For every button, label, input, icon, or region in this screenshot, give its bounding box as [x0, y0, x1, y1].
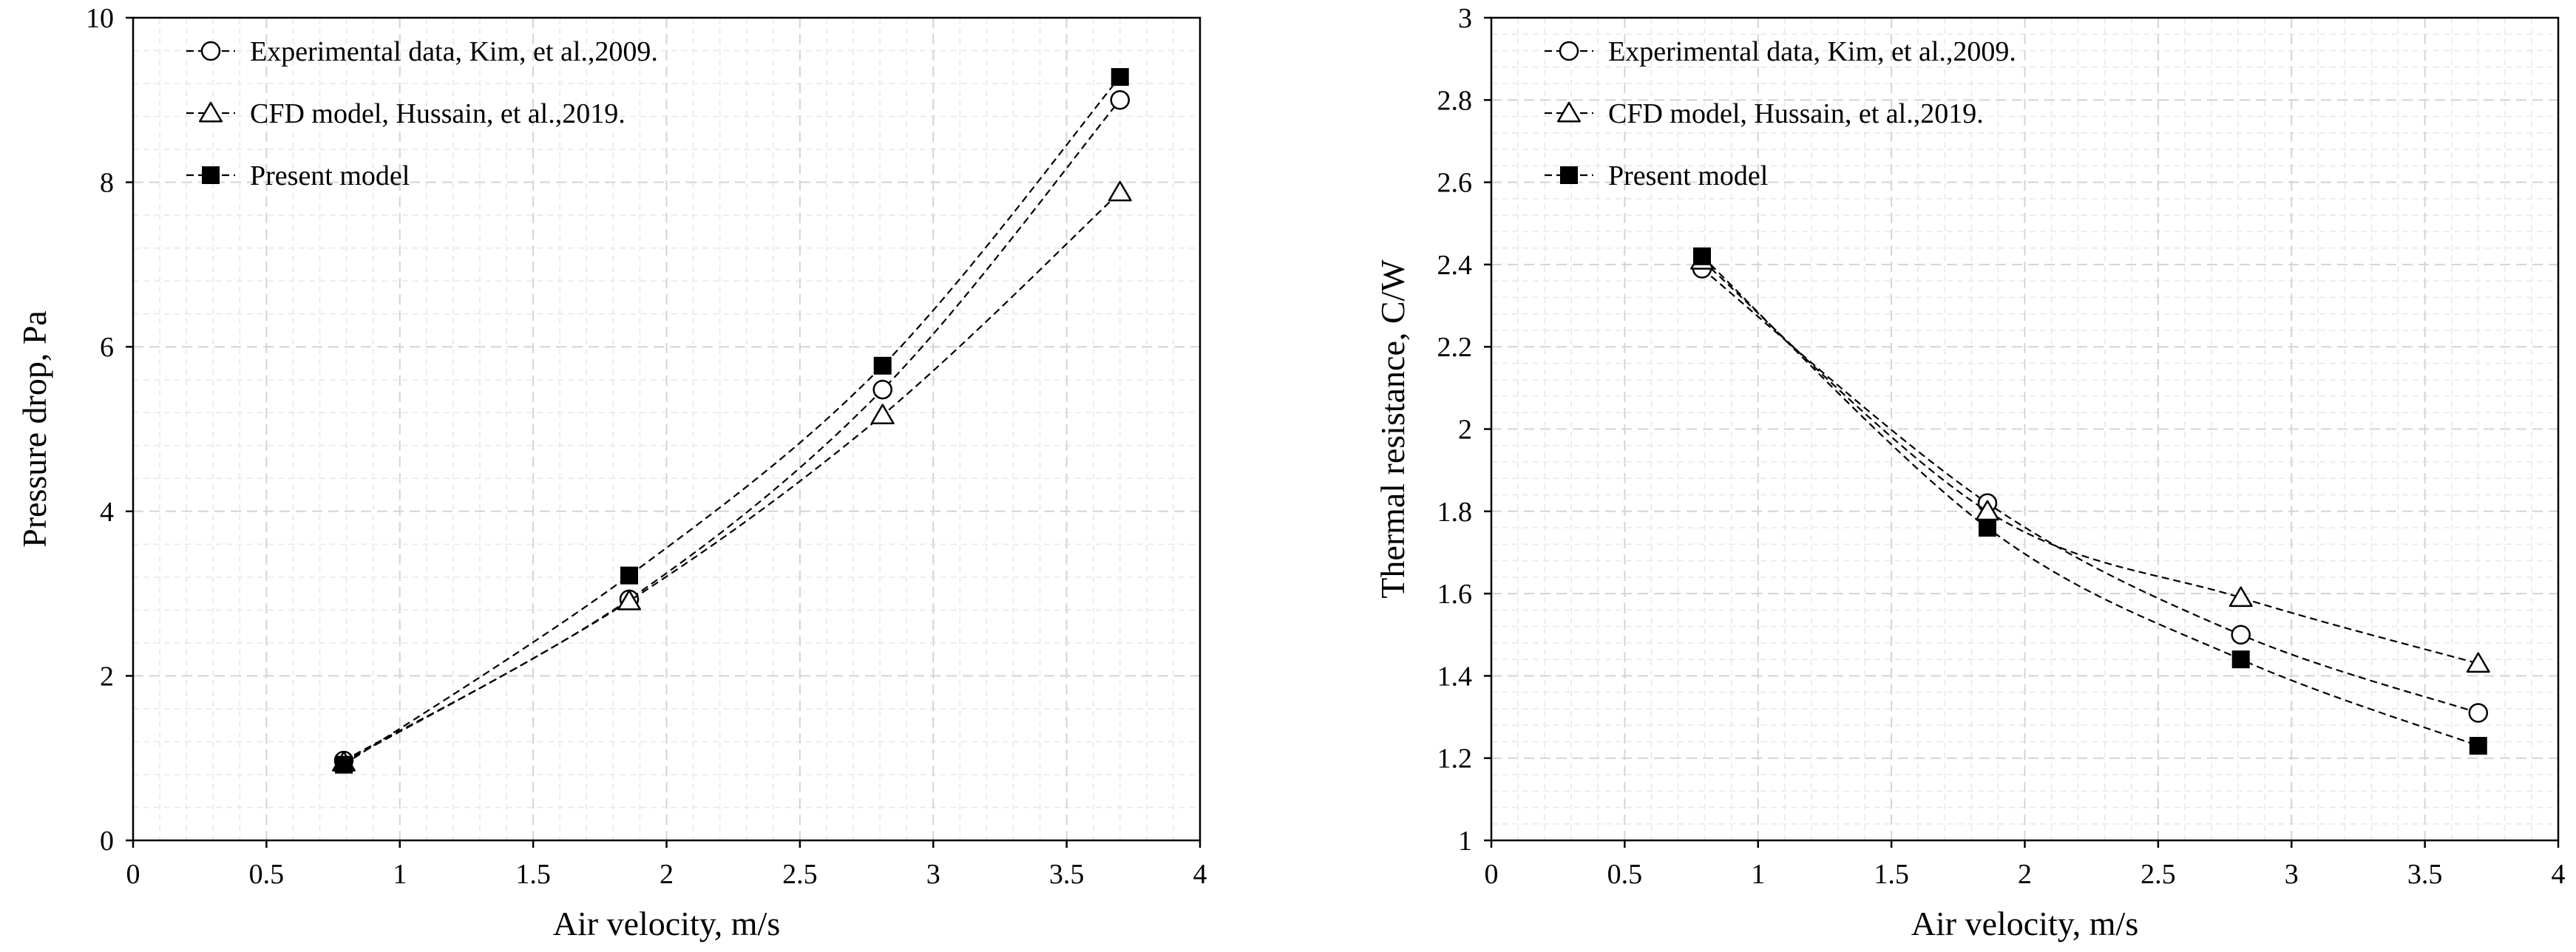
- data-point: [870, 404, 895, 425]
- x-axis-title: Air velocity, m/s: [553, 905, 780, 942]
- x-tick-label: 3.5: [2407, 859, 2443, 890]
- data-point: [620, 566, 638, 585]
- series-line: [1701, 255, 2479, 747]
- legend-label: CFD model, Hussain, et al.,2019.: [250, 98, 626, 129]
- grid: [1491, 17, 2559, 841]
- series-line: [343, 76, 1121, 766]
- series-2: [334, 68, 1129, 774]
- y-tick-label: 1.4: [1437, 661, 1473, 692]
- y-tick-label: 3: [1458, 3, 1472, 34]
- legend-label: Present model: [1608, 160, 1768, 191]
- y-tick-label: 1: [1458, 826, 1472, 857]
- data-point: [2469, 737, 2487, 755]
- y-tick-label: 2.6: [1437, 168, 1473, 199]
- legend-marker: [1557, 101, 1581, 123]
- y-tick-label: 1.2: [1437, 744, 1473, 775]
- legend-label: Experimental data, Kim, et al.,2009.: [250, 36, 658, 67]
- series-2: [1692, 247, 2487, 755]
- data-point: [1692, 247, 1711, 265]
- x-tick-label: 0.5: [1607, 859, 1643, 890]
- data-point: [2468, 703, 2489, 723]
- x-tick-label: 1.5: [1874, 859, 1909, 890]
- y-tick-label: 2.4: [1437, 250, 1473, 281]
- data-point: [617, 589, 641, 611]
- y-tick-label: 1.6: [1437, 579, 1473, 610]
- data-point: [872, 379, 892, 400]
- y-tick-label: 6: [100, 332, 114, 363]
- y-tick-label: 2.8: [1437, 85, 1473, 116]
- legend-marker: [202, 166, 220, 184]
- x-tick-label: 3: [926, 859, 940, 890]
- y-tick-label: 2.2: [1437, 332, 1473, 363]
- data-point: [873, 356, 892, 375]
- x-tick-label: 2.5: [2141, 859, 2176, 890]
- legend-label: CFD model, Hussain, et al.,2019.: [1608, 98, 1984, 129]
- x-tick-label: 4: [1193, 859, 1207, 890]
- x-axis-title: Air velocity, m/s: [1911, 905, 2138, 942]
- x-tick-label: 0: [126, 859, 140, 890]
- y-tick-label: 2: [1458, 415, 1472, 446]
- x-tick-label: 3.5: [1049, 859, 1085, 890]
- data-point: [1978, 519, 1996, 537]
- data-point: [2231, 625, 2251, 645]
- x-tick-label: 1: [1751, 859, 1765, 890]
- x-tick-label: 3: [2285, 859, 2299, 890]
- legend: Experimental data, Kim, et al.,2009. CFD …: [186, 36, 658, 191]
- pressure-drop-chart: 0 0.5 1 1.5 2 2.5 3 3.5 4 0 2 4 6 8 10 Air velocity, m/…: [16, 3, 1207, 942]
- x-tick-label: 0: [1485, 859, 1499, 890]
- x-tick-label: 2: [660, 859, 674, 890]
- y-tick-label: 10: [86, 3, 114, 34]
- y-axis-title: Thermal resistance, C/W: [1374, 259, 1411, 599]
- x-tick-label: 0.5: [249, 859, 285, 890]
- y-tick-label: 1.8: [1437, 497, 1473, 528]
- data-point: [1108, 180, 1132, 202]
- legend-marker: [1559, 41, 1579, 61]
- x-tick-label: 2.5: [782, 859, 818, 890]
- y-axis-title: Pressure drop, Pa: [16, 310, 53, 548]
- series-line: [343, 191, 1121, 764]
- thermal-resistance-chart: 0 0.5 1 1.5 2 2.5 3 3.5 4 1 1.2 1.4 1.6 1.8 2 2.2 2.4 2.6…: [1374, 3, 2566, 942]
- y-tick-label: 0: [100, 826, 114, 857]
- legend: Experimental data, Kim, et al.,2009. CFD …: [1545, 36, 2016, 191]
- legend-marker: [1560, 166, 1578, 184]
- y-tick-label: 8: [100, 168, 114, 199]
- data-point: [2466, 652, 2490, 673]
- data-point: [334, 755, 353, 774]
- x-tick-label: 1.5: [515, 859, 551, 890]
- data-point: [1110, 90, 1131, 110]
- x-tick-label: 4: [2552, 859, 2566, 890]
- legend-marker: [199, 101, 223, 123]
- legend-marker: [200, 41, 221, 61]
- data-point: [1111, 68, 1129, 86]
- legend-label: Experimental data, Kim, et al.,2009.: [1608, 36, 2016, 67]
- x-tick-label: 2: [2018, 859, 2032, 890]
- data-point: [2231, 650, 2250, 669]
- x-tick-label: 1: [393, 859, 407, 890]
- series-line: [1701, 268, 2479, 714]
- legend-label: Present model: [250, 160, 410, 191]
- data-point: [2228, 586, 2253, 608]
- y-tick-label: 2: [100, 661, 114, 692]
- y-tick-label: 4: [100, 497, 114, 528]
- grid: [132, 17, 1201, 841]
